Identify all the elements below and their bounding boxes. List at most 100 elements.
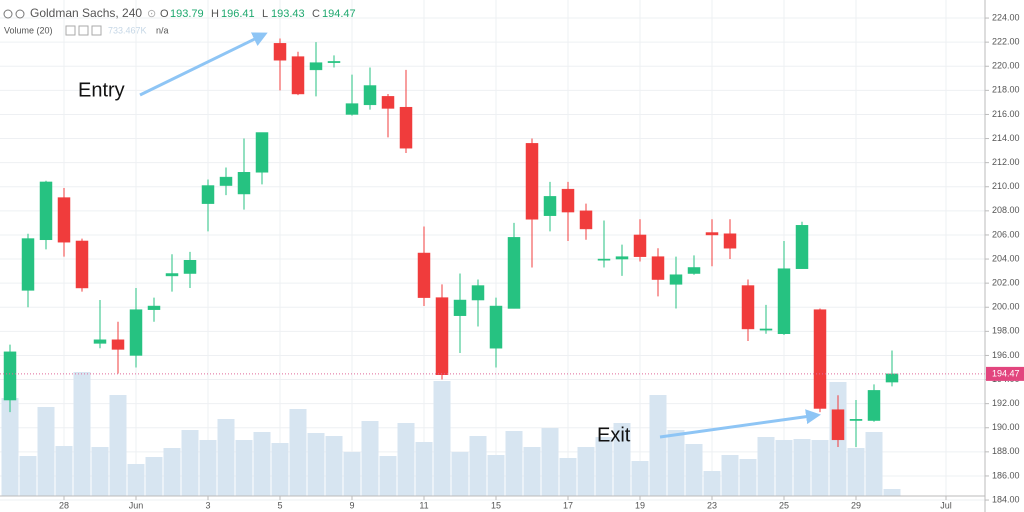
symbol-icon[interactable] — [15, 9, 25, 19]
candle-body — [21, 238, 35, 291]
candle-body — [597, 258, 611, 261]
last-price-box — [986, 366, 1024, 381]
candle-body — [219, 176, 233, 186]
candle-body — [237, 172, 251, 195]
x-tick-label: 17 — [563, 500, 573, 510]
candle-body — [345, 103, 359, 115]
candle-body — [741, 285, 755, 330]
x-tick-label: 15 — [491, 500, 501, 510]
indicator-button[interactable] — [78, 25, 89, 36]
y-tick-label: 200.00 — [992, 302, 1020, 312]
volume-bar — [793, 439, 811, 496]
y-tick-label: 186.00 — [992, 470, 1020, 480]
x-tick-label: Jun — [129, 500, 144, 510]
candle-body — [363, 85, 377, 106]
candle-body — [417, 252, 431, 298]
candle-body — [453, 299, 467, 316]
volume-bar — [721, 455, 739, 496]
volume-pane — [1, 372, 901, 496]
candle-body — [669, 274, 683, 285]
candle-body — [777, 268, 791, 335]
volume-bar — [883, 489, 901, 496]
candle-body — [651, 256, 665, 280]
candle-body — [867, 390, 881, 421]
h-label: H — [211, 8, 219, 20]
entry-arrow — [139, 32, 268, 97]
volume-bar — [217, 419, 235, 496]
volume-bar — [613, 423, 631, 496]
y-tick-label: 192.00 — [992, 398, 1020, 408]
indicator-button[interactable] — [65, 25, 76, 36]
candle-body — [795, 225, 809, 269]
candle-body — [489, 305, 503, 349]
volume-bar — [487, 455, 505, 496]
candle-body — [471, 285, 485, 301]
candle-body — [507, 237, 521, 309]
x-tick-label: 29 — [851, 500, 861, 510]
volume-bar — [433, 381, 451, 496]
y-tick-label: 184.00 — [992, 494, 1020, 504]
candles — [0, 38, 985, 448]
volume-bar — [127, 464, 145, 496]
volume-bar — [109, 395, 127, 496]
volume-bar — [739, 459, 757, 496]
y-tick-label: 208.00 — [992, 205, 1020, 215]
candle-body — [849, 419, 863, 421]
candle-body — [687, 267, 701, 274]
collapse-icon[interactable] — [3, 9, 13, 19]
candle-body — [705, 232, 719, 236]
volume-bar — [757, 437, 775, 496]
volume-bar — [253, 432, 271, 496]
l-label: L — [262, 8, 268, 20]
candle-body — [111, 339, 125, 350]
volume-bar — [811, 440, 829, 496]
volume-bar — [505, 431, 523, 496]
volume-bar — [667, 430, 685, 496]
volume-bar — [325, 436, 343, 496]
y-tick-label: 206.00 — [992, 229, 1020, 239]
c-label: C — [312, 8, 320, 20]
volume-label: Volume (20) — [4, 25, 53, 35]
o-value: 193.79 — [170, 8, 204, 20]
volume-bar — [649, 395, 667, 496]
candle-body — [579, 210, 593, 230]
volume-bar — [361, 421, 379, 496]
candle-body — [831, 409, 845, 441]
candle-body — [885, 373, 899, 383]
candle-body — [813, 309, 827, 409]
last-price-label: 194.47 — [992, 368, 1020, 378]
candle-body — [327, 61, 341, 63]
volume-bar — [865, 432, 883, 496]
candle-body — [543, 196, 557, 216]
candle-body — [129, 309, 143, 356]
x-tick-label: 11 — [419, 500, 428, 510]
y-tick-label: 216.00 — [992, 109, 1020, 119]
y-tick-label: 190.00 — [992, 422, 1020, 432]
x-tick-label: 23 — [707, 500, 717, 510]
volume-bar — [415, 442, 433, 496]
candle-body — [291, 56, 305, 95]
volume-bar — [271, 443, 289, 496]
indicator-button[interactable] — [91, 25, 102, 36]
volume-bar — [19, 456, 37, 496]
x-tick-label: 25 — [779, 500, 789, 510]
candle-body — [723, 233, 737, 249]
exit-annotation: Exit — [597, 424, 631, 446]
candle-body — [165, 273, 179, 277]
entry-annotation: Entry — [78, 79, 125, 101]
volume-bar — [73, 372, 91, 496]
dots[interactable]: ⊙ — [147, 8, 156, 20]
l-value: 193.43 — [271, 8, 305, 20]
volume-bar — [343, 452, 361, 496]
candle-body — [75, 240, 89, 289]
volume-bar — [145, 457, 163, 496]
y-tick-label: 220.00 — [992, 61, 1020, 71]
y-tick-label: 214.00 — [992, 133, 1020, 143]
volume-bar — [703, 471, 721, 496]
y-tick-label: 198.00 — [992, 326, 1020, 336]
volume-bar — [397, 423, 415, 496]
candle-body — [183, 260, 197, 274]
volume-bar — [199, 440, 217, 496]
x-tick-label: 9 — [349, 500, 354, 510]
